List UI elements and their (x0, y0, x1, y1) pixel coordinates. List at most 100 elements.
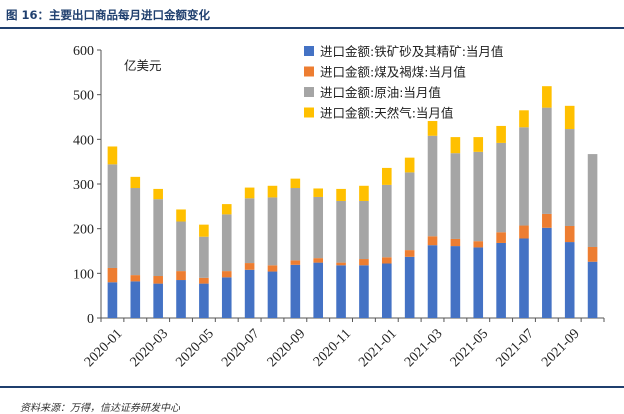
bar-segment-series-1 (496, 242, 506, 318)
bar-segment-series-3 (153, 199, 163, 277)
bar-segment-series-1 (564, 242, 575, 318)
stacked-bar-chart: 0 100 200 300 400 500 600 2020-01 2020-03 2020-05… (73, 44, 605, 370)
figure-title: 图 16：主要出口商品每月进口金额变化 (6, 8, 211, 22)
legend-label-1: 进口金额:铁矿砂及其精矿:当月值 (320, 44, 503, 59)
bar-segment-series-1 (199, 283, 209, 318)
bar-segment-series-1 (290, 264, 301, 318)
bar-segment-series-3 (519, 127, 529, 226)
bar-segment-series-2 (542, 213, 552, 228)
y-tick-label: 400 (73, 133, 94, 148)
bar-segment-series-1 (153, 283, 163, 318)
bar-segment-series-4 (381, 167, 392, 185)
y-tick-label: 200 (73, 223, 94, 238)
bar-segment-series-2 (176, 271, 186, 281)
y-tick-label: 600 (73, 44, 94, 59)
bar-segment-series-3 (221, 214, 232, 272)
bar-segment-series-1 (587, 261, 598, 318)
x-tick-label: 2021-01 (356, 326, 400, 370)
bar-segment-series-3 (564, 129, 575, 226)
y-tick-label: 0 (87, 312, 94, 327)
bar-segment-series-1 (244, 269, 255, 318)
bar-segment-series-4 (359, 185, 369, 201)
bar-segment-series-4 (519, 110, 529, 128)
y-unit-label: 亿美元 (124, 58, 162, 73)
header-rule (0, 27, 624, 29)
bar-segment-series-2 (107, 267, 118, 283)
bar-segment-series-2 (381, 257, 392, 264)
bar-segment-series-3 (427, 135, 438, 237)
chart-legend: 进口金额:铁矿砂及其精矿:当月值进口金额:煤及褐煤:当月值进口金额:原油:当月值… (304, 44, 503, 121)
legend-swatch-3 (304, 87, 314, 97)
bar-segment-series-3 (587, 154, 598, 247)
bar-segment-series-3 (496, 142, 506, 233)
x-tick-label: 2021-05 (448, 326, 492, 370)
bar-segment-series-2 (359, 259, 369, 266)
x-tick-label: 2020-01 (82, 326, 126, 370)
bar-segment-series-1 (130, 281, 141, 318)
chart-bars (107, 86, 598, 318)
legend-swatch-1 (304, 46, 314, 56)
bar-segment-series-2 (336, 262, 346, 266)
bar-segment-series-2 (267, 265, 278, 272)
bar-segment-series-1 (176, 280, 186, 318)
bar-segment-series-2 (496, 232, 506, 243)
bar-segment-series-2 (564, 225, 575, 243)
bar-segment-series-3 (450, 153, 461, 239)
x-tick-label: 2020-09 (265, 326, 309, 370)
bar-segment-series-3 (199, 236, 209, 278)
bar-segment-series-3 (542, 107, 552, 214)
y-tick-label: 300 (73, 178, 94, 193)
bar-segment-series-4 (221, 204, 232, 215)
bar-segment-series-2 (519, 225, 529, 239)
bar-segment-series-4 (542, 86, 552, 108)
legend-label-3: 进口金额:原油:当月值 (320, 85, 441, 100)
bar-segment-series-3 (267, 197, 278, 266)
bar-segment-series-1 (381, 263, 392, 318)
bar-segment-series-3 (404, 172, 415, 251)
bar-segment-series-2 (473, 241, 484, 248)
bar-segment-series-1 (404, 256, 415, 318)
x-tick-label: 2021-07 (493, 326, 537, 370)
bar-segment-series-4 (450, 137, 461, 154)
bar-segment-series-3 (107, 164, 118, 268)
bar-segment-series-4 (153, 188, 163, 200)
bar-segment-series-2 (290, 260, 301, 265)
bar-segment-series-1 (542, 227, 552, 318)
bar-segment-series-2 (244, 263, 255, 270)
bar-segment-series-2 (587, 246, 598, 262)
legend-swatch-2 (304, 66, 314, 77)
bar-segment-series-2 (404, 250, 415, 257)
bar-segment-series-3 (381, 184, 392, 258)
y-tick-label: 500 (73, 89, 94, 104)
bar-segment-series-4 (130, 176, 141, 189)
bar-segment-series-3 (313, 196, 324, 259)
bar-segment-series-2 (450, 238, 461, 247)
bar-segment-series-2 (199, 277, 209, 284)
bar-segment-series-3 (290, 188, 301, 261)
bar-segment-series-4 (336, 188, 346, 201)
bar-segment-series-3 (336, 200, 346, 263)
bar-segment-series-4 (290, 178, 301, 189)
bar-segment-series-1 (473, 247, 484, 318)
source-note: 资料来源：万得，信达证券研发中心 (20, 403, 180, 414)
x-tick-label: 2020-05 (173, 326, 217, 370)
bar-segment-series-1 (336, 265, 346, 318)
bar-segment-series-3 (176, 221, 186, 272)
bar-segment-series-4 (244, 187, 255, 199)
bar-segment-series-1 (267, 271, 278, 318)
bar-segment-series-2 (313, 258, 324, 263)
bar-segment-series-1 (519, 238, 529, 318)
bar-segment-series-1 (427, 245, 438, 318)
x-tick-label: 2020-03 (128, 326, 172, 370)
bar-segment-series-4 (473, 137, 484, 152)
bar-segment-series-3 (359, 200, 369, 260)
figure-header: 图 16：主要出口商品每月进口金额变化 (6, 4, 618, 26)
bar-segment-series-4 (427, 121, 438, 136)
bar-segment-series-1 (313, 262, 324, 318)
bar-segment-series-4 (199, 224, 209, 237)
bar-segment-series-1 (107, 282, 118, 318)
x-tick-label: 2021-03 (402, 326, 446, 370)
legend-swatch-4 (304, 107, 314, 118)
bar-segment-series-4 (564, 105, 575, 130)
bar-segment-series-2 (427, 236, 438, 246)
